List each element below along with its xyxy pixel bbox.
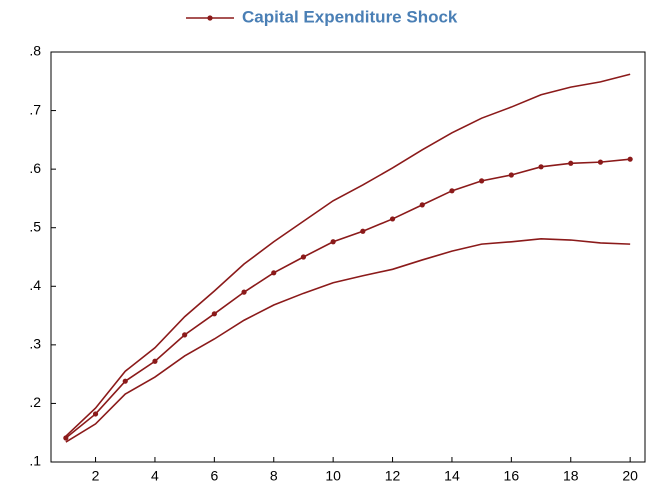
x-tick-label: 14 (444, 468, 460, 484)
point (241, 289, 247, 295)
x-tick-label: 20 (622, 468, 638, 484)
y-tick-label: .8 (29, 43, 41, 59)
point (538, 164, 544, 170)
x-tick-label: 6 (210, 468, 218, 484)
point (92, 411, 99, 417)
plot-frame (50, 51, 646, 463)
x-tick-label: 2 (92, 468, 100, 484)
point (330, 239, 336, 245)
y-tick-label: .6 (29, 160, 41, 176)
x-tick-label: 16 (504, 468, 520, 484)
y-tick-label: .2 (29, 394, 41, 410)
y-tick-label: .3 (29, 336, 41, 352)
point (152, 358, 158, 364)
point (211, 311, 217, 317)
point (627, 156, 633, 162)
series-line (65, 73, 631, 437)
x-tick-label: 12 (385, 468, 401, 484)
point (122, 378, 128, 384)
y-tick-label: .1 (29, 453, 41, 469)
x-tick-label: 10 (325, 468, 341, 484)
point (360, 228, 366, 234)
point (508, 172, 514, 178)
x-tick-label: 18 (563, 468, 579, 484)
point (479, 178, 485, 184)
series-line (65, 238, 631, 443)
y-tick-label: .4 (29, 277, 41, 293)
y-tick-label: .7 (29, 101, 41, 117)
point (597, 159, 604, 165)
point (419, 202, 425, 208)
point (449, 188, 455, 194)
point (300, 254, 307, 260)
y-tick-label: .5 (29, 218, 41, 234)
x-tick-label: 4 (151, 468, 159, 484)
point (271, 270, 277, 276)
point (568, 160, 574, 166)
point (389, 216, 396, 222)
point (182, 332, 188, 338)
legend-marker (207, 15, 213, 21)
point (63, 435, 69, 441)
legend-label: Capital Expenditure Shock (242, 7, 458, 26)
series-line (65, 158, 631, 439)
x-tick-label: 8 (270, 468, 278, 484)
